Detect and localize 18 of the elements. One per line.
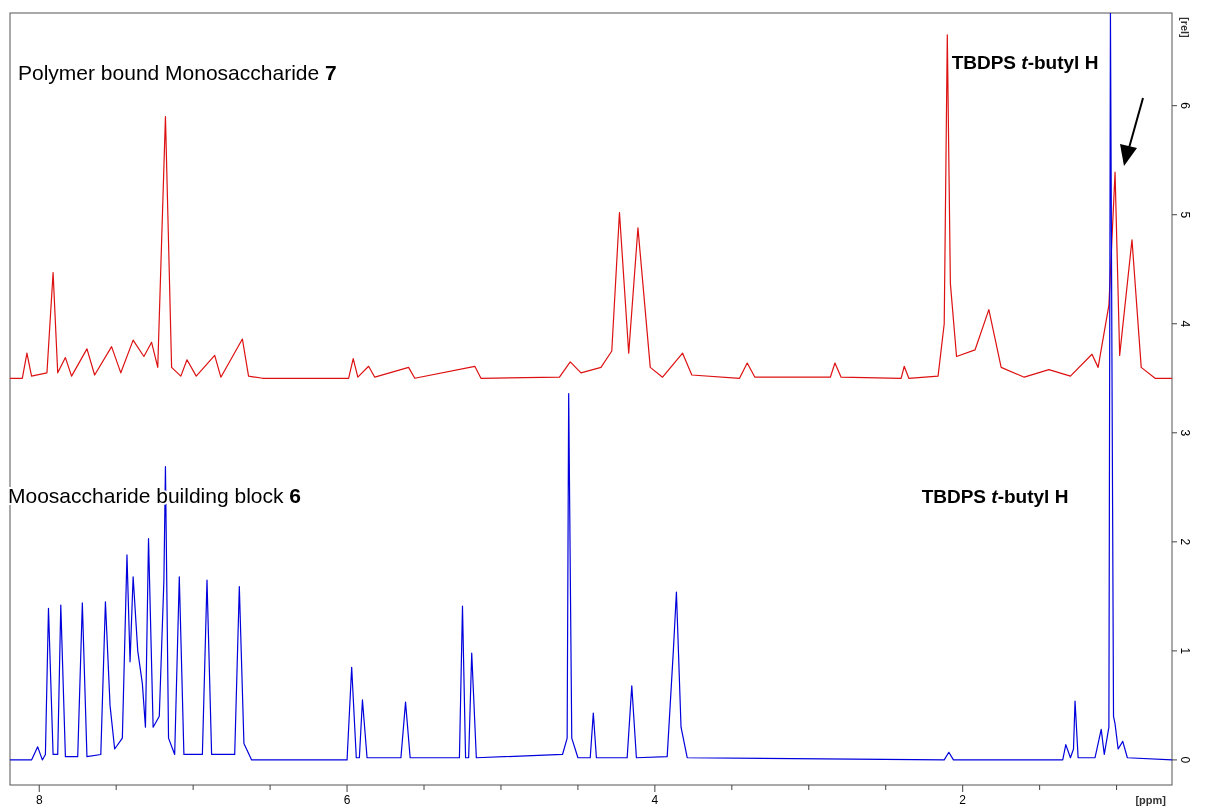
- y-tick-label: 2: [1178, 538, 1192, 546]
- x-axis-title: [ppm]: [1135, 794, 1167, 806]
- y-tick-label: 5: [1178, 211, 1192, 219]
- y-tick-label: 3: [1178, 429, 1192, 437]
- x-tick-label: 6: [343, 793, 351, 807]
- y-axis-title: [rel]: [1179, 17, 1191, 39]
- annotation: Polymer bound Monosaccharide 7: [18, 61, 337, 84]
- line-series: [10, 34, 1172, 379]
- x-tick-label: 2: [959, 793, 967, 807]
- y-tick-label: 1: [1178, 647, 1192, 655]
- annotation: TBDPS t-butyl H: [951, 52, 1099, 73]
- line-series: [10, 13, 1172, 761]
- y-tick-label: 0: [1178, 756, 1192, 764]
- y-tick-label: 6: [1178, 102, 1192, 110]
- y-tick-label: 4: [1178, 320, 1192, 328]
- x-tick-label: 4: [651, 793, 659, 807]
- x-tick-label: 8: [35, 793, 43, 807]
- annotation: TBDPS t-butyl H: [921, 486, 1069, 507]
